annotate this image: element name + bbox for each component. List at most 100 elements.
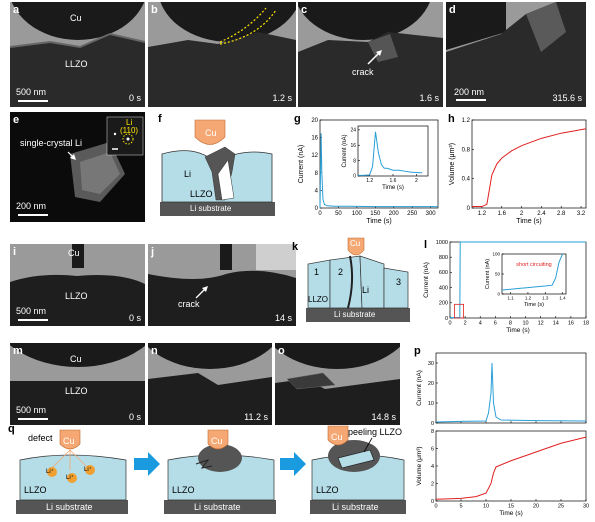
x-axis-label: Time (s): [506, 327, 530, 334]
plot-frame: [357, 125, 429, 177]
tem-image-e: [10, 112, 145, 222]
time-label: 315.6 s: [552, 93, 582, 103]
panel-label-c: c: [301, 4, 308, 16]
x-tick-label: 0: [318, 211, 322, 217]
y-tick-label: 0: [431, 421, 434, 427]
y-tick-label: 1000: [436, 240, 448, 246]
x-tick-label: 2: [520, 211, 524, 217]
x-axis-label: Time (s): [516, 218, 541, 225]
time-label: 11.2 s: [244, 412, 268, 422]
tem-panel-i: i Cu LLZO 500 nm 0 s: [10, 244, 145, 326]
llzo-label: LLZO: [24, 485, 47, 495]
y-tick-label: 20: [311, 118, 318, 124]
y-axis-label: Current (nA): [416, 370, 423, 406]
panel-label-p: p: [414, 345, 421, 357]
panel-label-i: i: [13, 246, 17, 258]
schematic-q-drawing: [16, 425, 406, 514]
scale-bar: [456, 99, 486, 101]
panel-label-f: f: [158, 113, 162, 125]
x-tick-label: 100: [352, 211, 363, 217]
y-tick-label: 30: [428, 361, 434, 367]
y-axis-label: Current (nA): [485, 259, 491, 289]
x-axis-label: Time (s): [366, 218, 391, 225]
grain-2-label: 2: [338, 267, 344, 277]
y-tick-label: 0: [467, 206, 471, 212]
series-line: [319, 133, 438, 209]
y-tick-label: 0: [431, 499, 434, 505]
li-ion-label: Li⁺: [66, 475, 74, 481]
tem-image-n: [148, 343, 272, 425]
y-tick-label: 0: [353, 174, 356, 180]
substrate-label: Li substrate: [332, 502, 379, 512]
panel-label-d: d: [449, 4, 456, 16]
tem-image-i: [10, 244, 145, 326]
x-tick-label: 30: [583, 504, 589, 510]
llzo-label: LLZO: [65, 59, 88, 69]
y-tick-label: 100: [492, 252, 500, 257]
x-tick-label: 16: [568, 321, 574, 327]
series-line: [435, 362, 587, 423]
x-tick-label: 1.2: [478, 211, 487, 217]
panel-label-m: m: [13, 345, 23, 357]
y-tick-label: 8: [315, 171, 319, 177]
series-line: [357, 131, 423, 176]
llzo-label: LLZO: [172, 485, 195, 495]
panel-label-a: a: [13, 4, 20, 16]
tem-panel-b: b 1.2 s: [148, 2, 296, 107]
panel-label-g: g: [294, 113, 301, 125]
y-axis-label: Current (nA): [342, 134, 348, 167]
y-axis-label: Volume (μm³): [416, 446, 423, 485]
x-tick-label: 250: [407, 211, 418, 217]
tem-panel-o: o 14.8 s: [275, 343, 400, 425]
schematic-f-drawing: [160, 119, 275, 216]
peeling-label: peeling LLZO: [348, 427, 403, 437]
y-tick-label: 0: [445, 316, 448, 322]
x-tick-label: 50: [335, 211, 342, 217]
schematic-f: f Cu Li LLZO Li substrate: [150, 112, 290, 222]
x-tick-label: 1.6: [390, 178, 397, 184]
x-tick-label: 1.2: [366, 178, 373, 184]
plot-frame: [435, 352, 587, 424]
cu-label: Cu: [205, 128, 217, 138]
y-tick-label: 50: [495, 272, 501, 277]
panel-label-b: b: [151, 4, 158, 16]
li-110-index: (110): [120, 126, 139, 135]
y-tick-label: 8: [431, 429, 434, 435]
llzo-label: LLZO: [65, 386, 88, 396]
scale-bar-label: 500 nm: [16, 306, 47, 316]
x-tick-label: 5: [459, 504, 462, 510]
y-tick-label: 2: [431, 481, 434, 487]
scale-bar-label: 200 nm: [16, 201, 47, 211]
x-tick-label: 18: [583, 321, 589, 327]
substrate-label: Li substrate: [190, 204, 232, 213]
panel-label-e: e: [13, 114, 20, 126]
cu-label: Cu: [68, 248, 80, 258]
series-line: [472, 128, 587, 208]
tem-image-m: [10, 343, 145, 425]
chart-h: h 1.2 1.6 2 2.4 2.8 3.2 0 0.4 0.8 1.2 Time (s) Volu…: [446, 112, 591, 227]
y-tick-label: 200: [439, 301, 448, 307]
cu-label: Cu: [331, 432, 343, 442]
llzo-label: LLZO: [190, 189, 213, 199]
chart-p: p 0 10 20 30 Current (nA) 0 5 10 15 20 25 30 0 2 4 6 8 Ti…: [410, 343, 592, 521]
x-tick-label: 1.2: [525, 296, 532, 301]
time-label: 1.2 s: [272, 93, 292, 103]
x-tick-label: 14: [553, 321, 559, 327]
time-label: 0 s: [128, 313, 141, 323]
y-tick-label: 1.2: [462, 118, 471, 124]
time-label: 0 s: [128, 93, 141, 103]
li-label: Li: [184, 169, 192, 179]
chart-g: g 0 50 100 150 200 250 300 0 4 8 12 16 20 Time (s) Cur…: [292, 112, 442, 227]
y-axis-label: Volume (μm³): [449, 143, 456, 185]
defect-label: defect: [28, 433, 53, 443]
schematic-q: q defect Cu Cu Cu Li⁺ Li⁺ Li⁺ peeling LL…: [8, 424, 408, 522]
panel-label-h: h: [448, 113, 455, 125]
time-label: 1.6 s: [419, 93, 439, 103]
li-ion-label: Li⁺: [46, 469, 54, 475]
scale-bar-label: 200 nm: [454, 87, 485, 97]
schematic-k: k Cu 1 2 3 Li LLZO Li substrate: [292, 236, 420, 328]
y-tick-label: 4: [315, 188, 319, 194]
x-tick-label: 12: [538, 321, 544, 327]
cu-label: Cu: [70, 13, 82, 23]
x-tick-label: 150: [370, 211, 381, 217]
